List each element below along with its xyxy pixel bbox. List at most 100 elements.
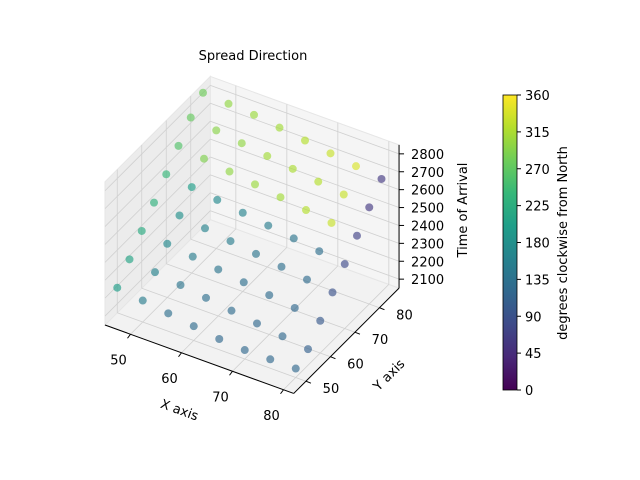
- data-point: [353, 231, 361, 240]
- x-tick: [127, 333, 131, 339]
- x-gridline: [130, 228, 237, 335]
- y-tick-label: 70: [372, 333, 389, 348]
- y-axis-line: [293, 287, 400, 394]
- x-tick: [178, 352, 182, 358]
- z-tick-label: 2600: [411, 184, 444, 199]
- data-point: [138, 296, 147, 305]
- z-tick-label: 2200: [411, 255, 444, 270]
- data-point: [199, 88, 207, 97]
- data-point: [238, 208, 247, 217]
- z-gridline: [104, 156, 211, 263]
- data-point: [212, 126, 221, 135]
- data-point: [277, 262, 286, 271]
- data-point: [175, 211, 184, 220]
- z-gridline: [210, 156, 400, 226]
- data-point: [224, 99, 233, 108]
- data-point: [252, 249, 260, 258]
- data-point: [240, 346, 249, 355]
- data-point: [265, 291, 274, 300]
- data-point: [213, 195, 222, 204]
- grid-lines: [104, 85, 400, 391]
- data-point: [150, 198, 158, 207]
- x-axis-line: [104, 324, 294, 394]
- data-point: [162, 170, 171, 179]
- data-point: [202, 293, 210, 302]
- data-point: [239, 278, 248, 287]
- colorbar-tick-label: 0: [525, 384, 533, 399]
- data-point: [326, 149, 335, 158]
- colorbar-label: degrees clockwise from North: [556, 146, 571, 340]
- x-axis-label: X axis: [158, 397, 200, 425]
- y-tick-label: 60: [347, 358, 364, 373]
- data-point: [314, 177, 323, 186]
- colorbar-bar: [502, 94, 518, 391]
- data-point: [352, 162, 360, 171]
- y-tick: [305, 380, 312, 384]
- colorbar: 0 45 90 135 180 225 270 315 360: [502, 89, 550, 399]
- data-point: [186, 113, 195, 122]
- data-point: [225, 167, 234, 176]
- colorbar-tick-label: 135: [525, 273, 550, 288]
- y-gridline: [141, 287, 331, 358]
- colorbar-tick-label: 360: [525, 89, 550, 104]
- data-point: [276, 193, 285, 202]
- y-tick-label: 50: [323, 382, 340, 397]
- y-gridline: [190, 238, 380, 309]
- z-gridline: [104, 174, 211, 281]
- data-point: [251, 180, 259, 189]
- y-axis-label: Y axis: [370, 357, 408, 395]
- data-point: [266, 355, 275, 364]
- data-point: [253, 319, 261, 328]
- data-point: [264, 221, 273, 230]
- data-point: [288, 164, 297, 173]
- data-point: [176, 280, 185, 289]
- x-gridline: [232, 265, 339, 372]
- data-point: [250, 110, 258, 119]
- x-tick-label: 80: [263, 409, 280, 424]
- data-point: [302, 206, 310, 215]
- colorbar-tick-label: 315: [525, 126, 550, 141]
- tick-labels: 50 60 70 80 50 60 70 80 2100 2200 2300 2400 2500 2600…: [110, 148, 444, 424]
- y-gridline: [117, 312, 307, 382]
- z-gridline: [104, 210, 211, 317]
- z-gridline: [210, 210, 400, 280]
- data-point: [113, 283, 122, 292]
- z-tick-label: 2400: [411, 219, 444, 234]
- z-tick-label: 2800: [411, 148, 444, 163]
- data-point: [164, 309, 173, 318]
- data-point: [315, 247, 324, 256]
- y-tick: [330, 356, 336, 360]
- data-point: [377, 174, 386, 183]
- data-point: [263, 152, 272, 161]
- data-point: [201, 224, 209, 233]
- colorbar-tick-label: 225: [525, 200, 550, 215]
- z-gridline: [104, 120, 211, 227]
- data-point: [188, 252, 197, 261]
- z-tick-label: 2700: [411, 166, 444, 181]
- data-point: [163, 239, 172, 248]
- data-point: [328, 288, 337, 297]
- z-gridline: [210, 192, 400, 262]
- data-point: [340, 260, 349, 269]
- z-gridline: [104, 138, 211, 245]
- data-point: [291, 364, 300, 373]
- data-point: [327, 218, 336, 227]
- data-points: [113, 88, 386, 373]
- data-point: [316, 316, 325, 325]
- x-tick-label: 60: [161, 372, 178, 387]
- x-tick: [229, 370, 233, 376]
- data-point: [301, 136, 309, 145]
- z-gridline: [210, 138, 400, 208]
- y-tick: [379, 307, 385, 311]
- x-gridline: [283, 284, 390, 391]
- z-tick-label: 2500: [411, 202, 444, 217]
- data-point: [125, 255, 134, 264]
- colorbar-tick-label: 90: [525, 310, 542, 325]
- data-point: [289, 234, 298, 243]
- data-point: [275, 123, 284, 132]
- data-point: [214, 265, 223, 274]
- x-tick-label: 70: [212, 390, 229, 405]
- axis-lines: [104, 144, 400, 394]
- data-point: [189, 322, 198, 331]
